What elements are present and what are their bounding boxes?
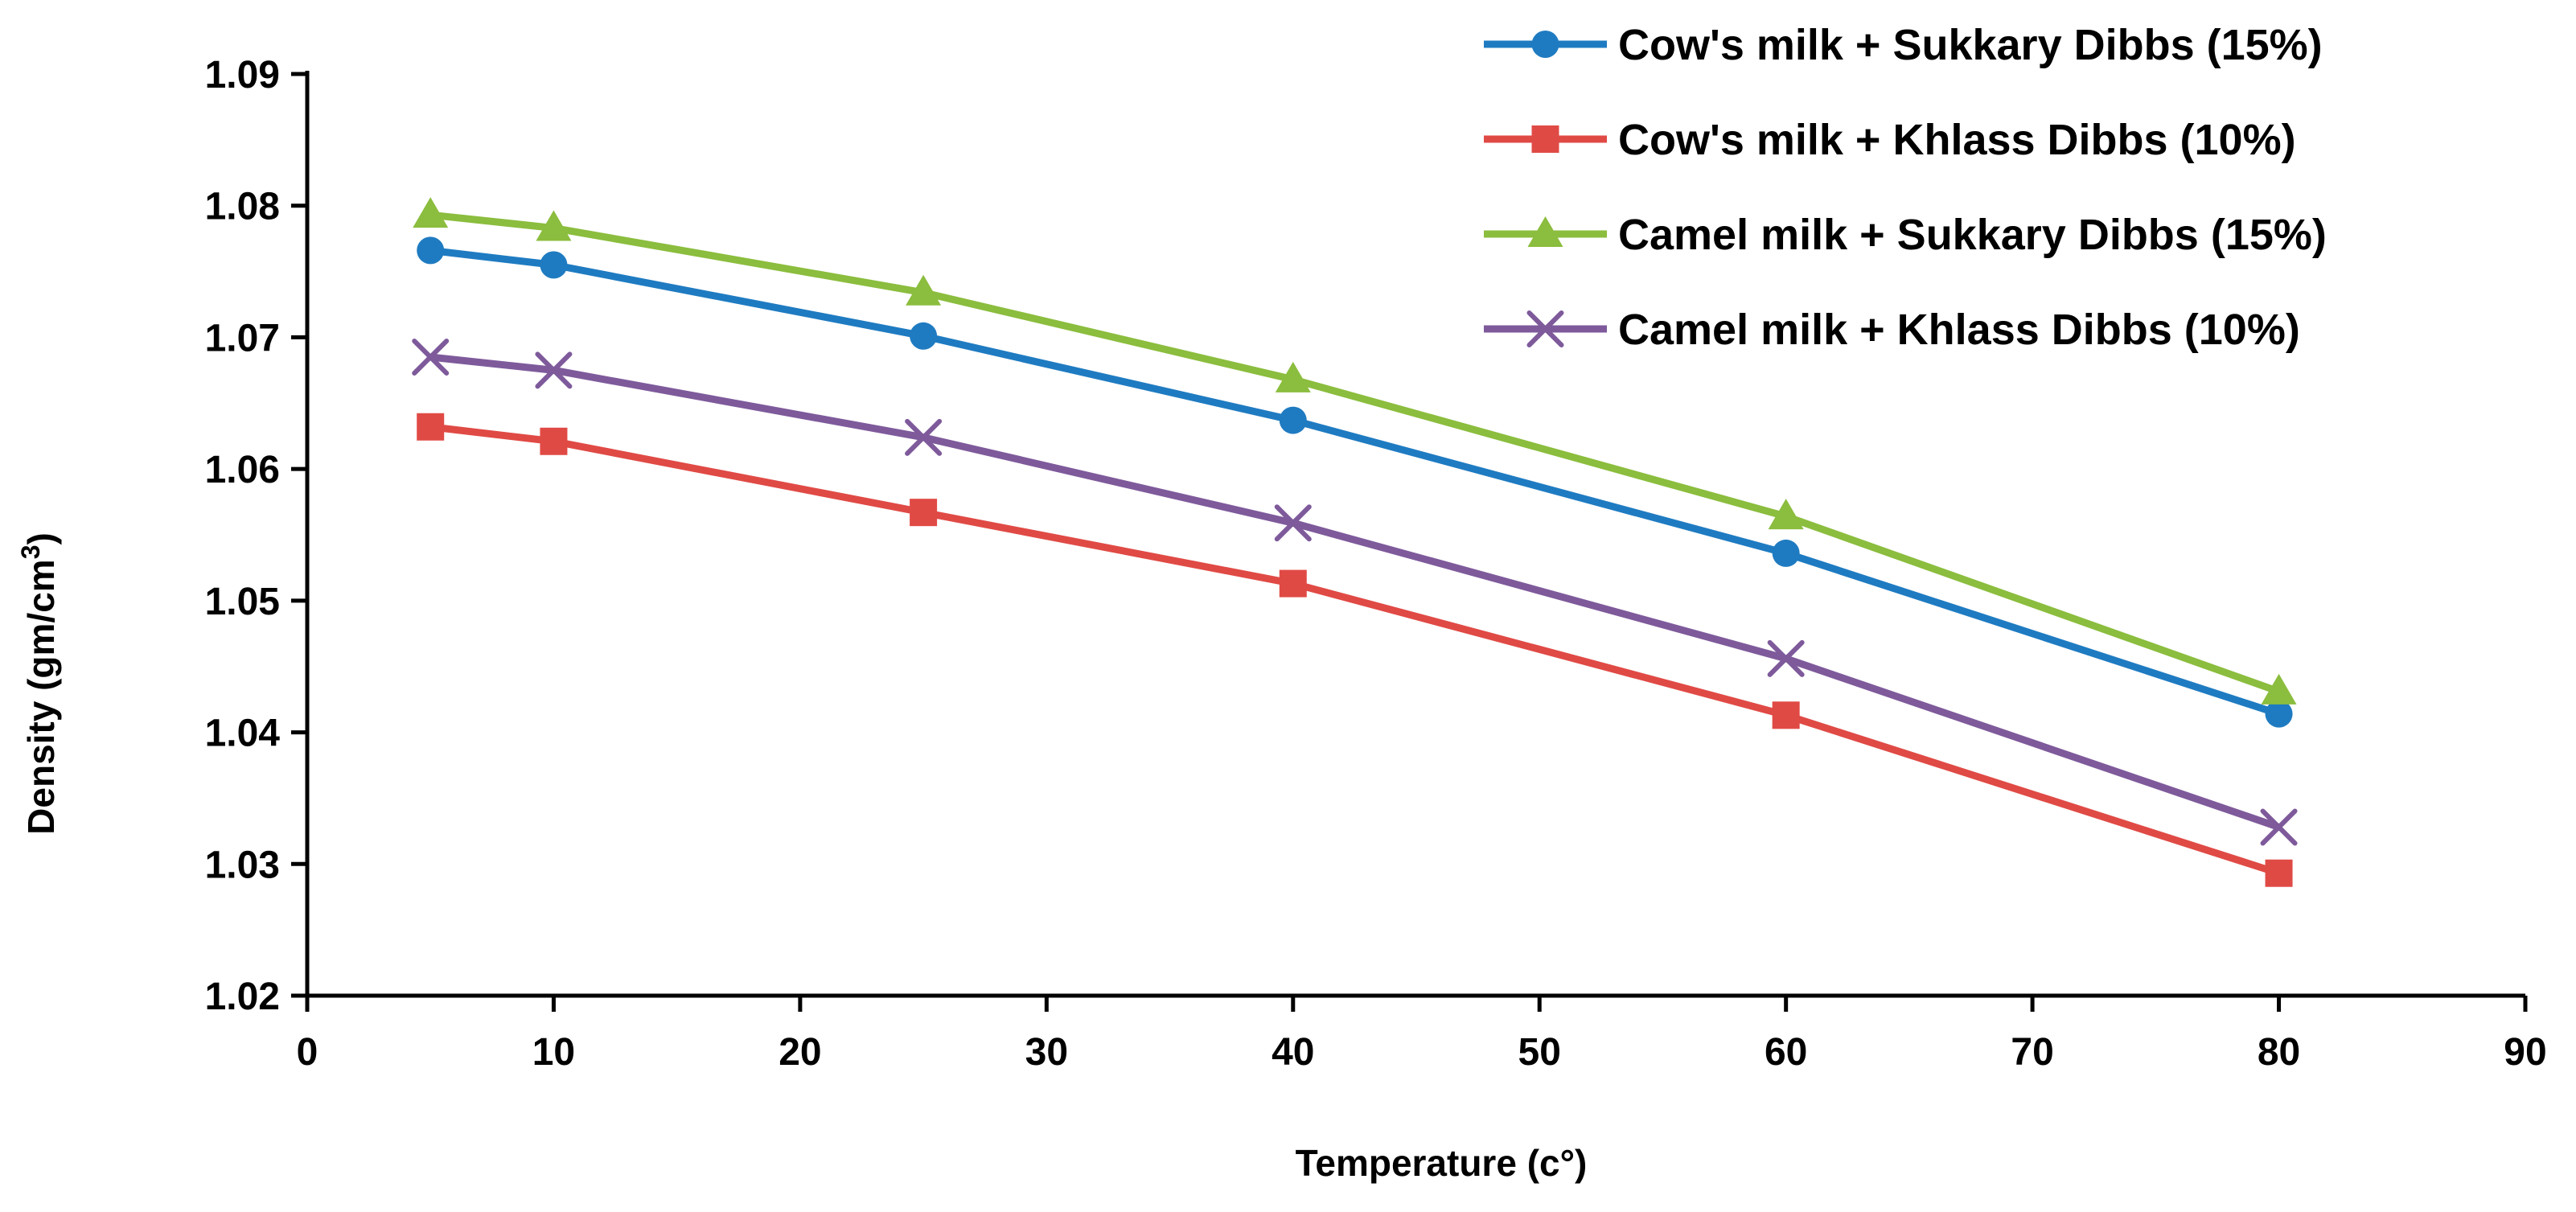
- data-point: [910, 322, 938, 350]
- series-line-3: [426, 211, 2283, 696]
- data-point: [1279, 406, 1307, 434]
- data-point: [1768, 499, 1804, 530]
- data-point: [2261, 673, 2297, 705]
- data-point: [1275, 361, 1311, 392]
- data-point: [1772, 701, 1800, 729]
- y-axis-title: Density (gm/cm3): [16, 532, 62, 835]
- legend-label: Camel milk + Khlass Dibbs (10%): [1618, 306, 2300, 354]
- data-point: [417, 236, 445, 265]
- data-point: [1274, 504, 1312, 542]
- legend-entry-2: Cow's milk + Khlass Dibbs (10%): [1484, 116, 2296, 164]
- data-point: [2265, 700, 2293, 728]
- legend-marker: [1527, 216, 1563, 247]
- x-tick-label: 80: [2258, 1031, 2300, 1074]
- data-point: [2260, 808, 2298, 846]
- data-point: [413, 197, 449, 228]
- data-point: [910, 499, 938, 527]
- legend-marker: [1531, 125, 1559, 153]
- y-tick-label: 1.03: [205, 844, 280, 886]
- series-line-4: [426, 353, 2283, 831]
- x-tick-label: 0: [297, 1031, 318, 1074]
- data-point: [535, 351, 573, 389]
- data-point: [417, 413, 445, 441]
- x-tick-label: 10: [532, 1031, 575, 1074]
- x-tick-label: 20: [779, 1031, 821, 1074]
- data-point: [1767, 639, 1805, 677]
- data-point: [1772, 539, 1800, 567]
- plot-area: [412, 197, 2298, 887]
- x-tick-label: 70: [2011, 1031, 2053, 1074]
- data-point: [540, 427, 568, 455]
- x-tick-label: 40: [1272, 1031, 1314, 1074]
- series-line-2: [426, 423, 2283, 877]
- x-tick-label: 90: [2504, 1031, 2546, 1074]
- data-point: [905, 418, 943, 456]
- x-tick-label: 30: [1025, 1031, 1068, 1074]
- x-tick-label: 60: [1765, 1031, 1807, 1074]
- data-point: [536, 210, 572, 241]
- series-line-1: [426, 246, 2283, 718]
- data-point: [906, 274, 942, 306]
- y-tick-label: 1.05: [205, 581, 280, 623]
- data-point: [2265, 859, 2293, 887]
- legend-entry-1: Cow's milk + Sukkary Dibbs (15%): [1484, 21, 2323, 69]
- data-point: [1279, 569, 1307, 598]
- y-tick-label: 1.07: [205, 317, 280, 359]
- y-tick-label: 1.02: [205, 976, 280, 1018]
- y-tick-label: 1.06: [205, 449, 280, 491]
- legend: Cow's milk + Sukkary Dibbs (15%) Cow's mi…: [1484, 21, 2327, 354]
- legend-entry-3: Camel milk + Sukkary Dibbs (15%): [1484, 211, 2327, 259]
- y-tick-label: 1.04: [205, 713, 281, 755]
- legend-entry-4: Camel milk + Khlass Dibbs (10%): [1484, 306, 2300, 354]
- y-tick-label: 1.09: [205, 54, 280, 97]
- x-axis-title: Temperature (c°): [1296, 1142, 1588, 1184]
- y-tick-label: 1.08: [205, 186, 280, 228]
- x-tick-label: 50: [1518, 1031, 1561, 1074]
- data-point: [540, 251, 568, 279]
- legend-label: Cow's milk + Sukkary Dibbs (15%): [1618, 21, 2323, 69]
- legend-label: Cow's milk + Khlass Dibbs (10%): [1618, 116, 2296, 164]
- legend-marker: [1526, 310, 1564, 347]
- data-point: [412, 338, 450, 376]
- legend-marker: [1531, 31, 1559, 58]
- legend-label: Camel milk + Sukkary Dibbs (15%): [1618, 211, 2327, 259]
- axes: 1.02 1.03 1.04 1.05 1.06 1.07 1.08 1.09 0 10 20 30 4…: [205, 54, 2547, 1074]
